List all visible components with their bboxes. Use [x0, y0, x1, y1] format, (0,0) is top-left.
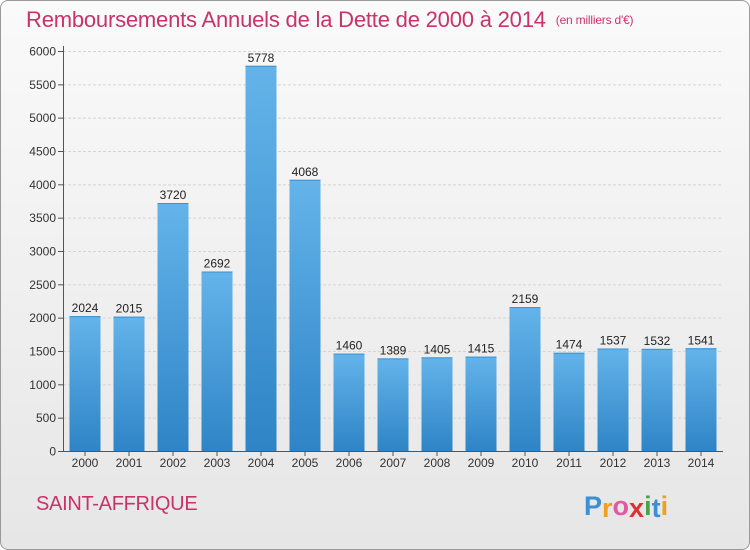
- bar-value-label: 1537: [600, 334, 627, 348]
- bar: [685, 348, 717, 451]
- proxiti-logo[interactable]: Proxiti: [584, 491, 669, 523]
- y-tick-label: 3500: [29, 211, 56, 225]
- y-tick-label: 1500: [29, 345, 56, 359]
- x-tick-label: 2002: [160, 456, 187, 470]
- bar-value-label: 2692: [204, 257, 231, 271]
- y-tick-label: 1000: [29, 378, 56, 392]
- chart-subtitle: (en milliers d'€): [555, 13, 634, 27]
- x-tick-label: 2008: [424, 456, 451, 470]
- bar-value-label: 4068: [292, 165, 319, 179]
- x-tick-label: 2004: [248, 456, 275, 470]
- bar-value-label: 1405: [424, 342, 451, 356]
- bar-value-label: 1460: [336, 339, 363, 353]
- logo-letter: o: [612, 491, 630, 521]
- x-tick-label: 2000: [72, 456, 99, 470]
- x-tick-label: 2011: [556, 456, 582, 470]
- logo-letter: x: [629, 493, 645, 523]
- bar-value-label: 2159: [512, 292, 539, 306]
- bar: [113, 316, 145, 451]
- logo-letter: i: [644, 491, 652, 521]
- x-tick-label: 2009: [468, 456, 495, 470]
- y-tick-label: 3000: [29, 245, 56, 259]
- y-tick-label: 4500: [29, 145, 56, 159]
- y-tick-label: 5500: [29, 78, 56, 92]
- bar: [377, 358, 409, 451]
- bar: [245, 65, 277, 452]
- x-tick-label: 2005: [292, 456, 319, 470]
- y-tick-label: 5000: [29, 111, 56, 125]
- bar: [201, 271, 233, 451]
- logo-letter: i: [660, 491, 669, 521]
- x-tick-label: 2013: [644, 456, 671, 470]
- bar-value-label: 1415: [468, 342, 495, 356]
- y-tick-label: 2500: [29, 278, 56, 292]
- x-tick-label: 2006: [336, 456, 363, 470]
- bar-value-label: 1541: [688, 333, 715, 347]
- bar: [509, 307, 541, 451]
- x-tick-label: 2003: [204, 456, 231, 470]
- axis-layer: 0 500 1000 1500 2000 2500 3000 3500 4000 4500 5000…: [29, 45, 723, 470]
- bar: [641, 348, 673, 451]
- bar-value-label: 2015: [116, 302, 143, 316]
- bar: [333, 353, 365, 451]
- bar-layer: 2024 2015 3720 2692 5778 4068 1460 1389 1405 1415…: [69, 51, 717, 452]
- x-tick-label: 2014: [688, 456, 715, 470]
- bar: [421, 357, 453, 451]
- chart-title: Remboursements Annuels de la Dette de 20…: [26, 7, 634, 33]
- bar-value-label: 1474: [556, 338, 583, 352]
- bar: [597, 348, 629, 451]
- city-name: SAINT-AFFRIQUE: [36, 493, 198, 515]
- logo-letter: r: [602, 493, 613, 523]
- y-tick-label: 2000: [29, 311, 56, 325]
- y-tick-label: 500: [36, 411, 56, 425]
- bar-value-label: 1389: [380, 343, 407, 357]
- x-tick-label: 2010: [512, 456, 539, 470]
- bar-value-label: 2024: [72, 301, 99, 315]
- bar: [465, 356, 497, 451]
- bar: [157, 203, 189, 451]
- logo-letter: P: [584, 491, 603, 521]
- bar-value-label: 5778: [248, 51, 275, 65]
- x-tick-label: 2001: [116, 456, 143, 470]
- bar: [553, 352, 585, 451]
- logo-letter: t: [651, 493, 661, 523]
- bar: [289, 179, 321, 452]
- y-tick-label: 6000: [29, 45, 56, 59]
- chart-title-text: Remboursements Annuels de la Dette de 20…: [26, 7, 546, 32]
- x-tick-label: 2012: [600, 456, 627, 470]
- y-tick-label: 4000: [29, 178, 56, 192]
- x-tick-label: 2007: [380, 456, 407, 470]
- bar: [69, 316, 101, 451]
- bar-value-label: 3720: [160, 188, 187, 202]
- bar-value-label: 1532: [644, 334, 671, 348]
- y-tick-label: 0: [49, 445, 56, 459]
